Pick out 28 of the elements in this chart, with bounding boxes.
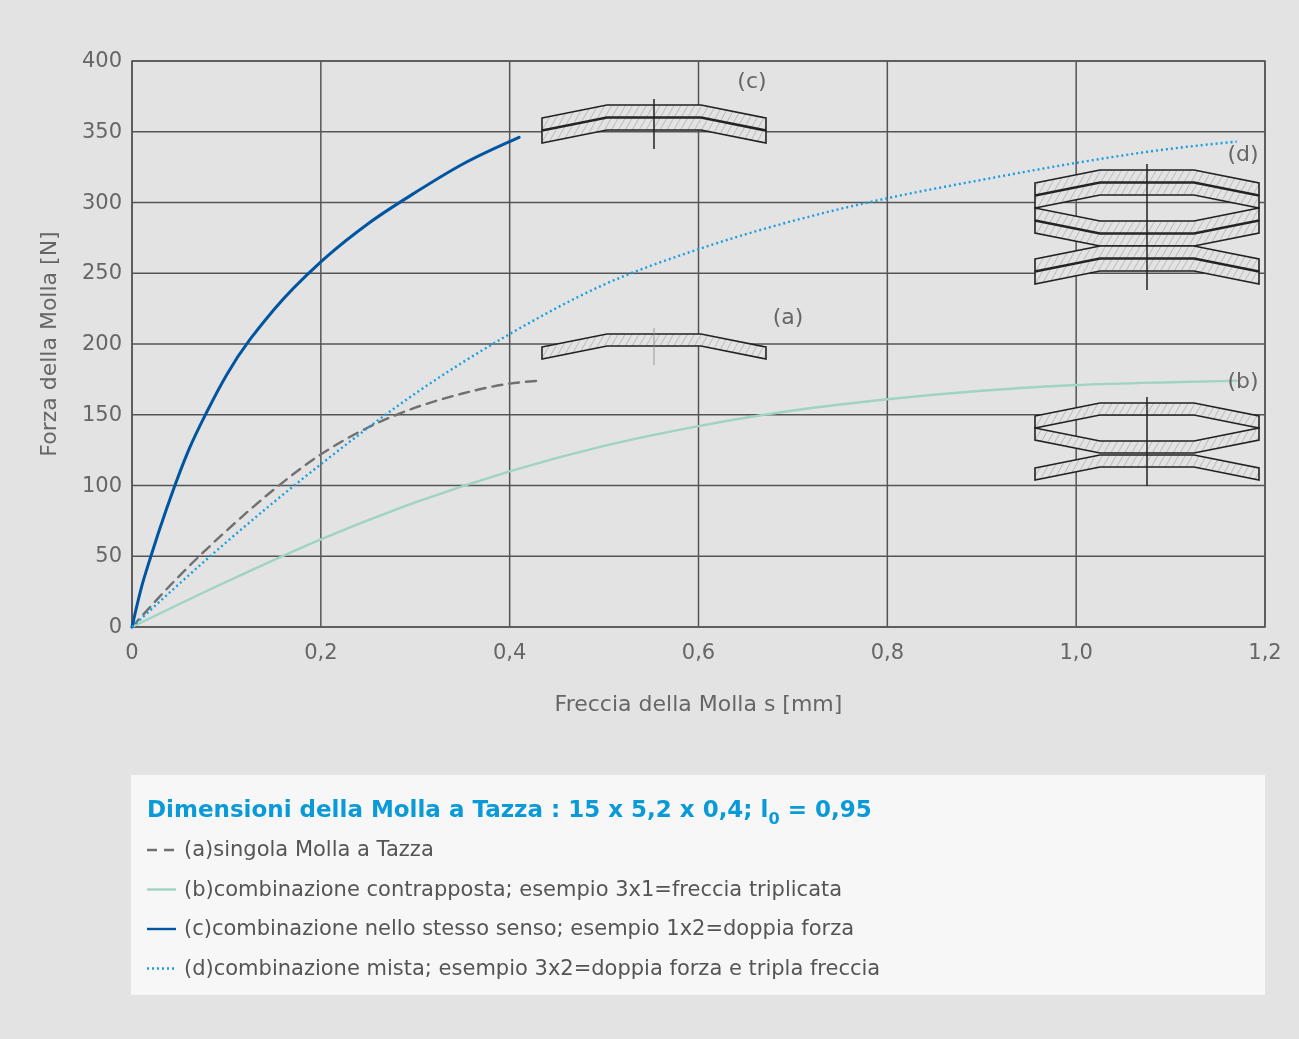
y-axis-title: Forza della Molla [N] (36, 231, 61, 457)
x-tick-label: 0 (125, 640, 139, 664)
annotation: (a) (772, 304, 804, 329)
annotation: (b) (1227, 368, 1259, 393)
y-tick-label: 150 (81, 401, 122, 426)
x-tick-label: 1,2 (1248, 640, 1282, 664)
y-tick-label: 250 (81, 260, 122, 285)
line-series (130, 135, 521, 629)
annotation: (c) (737, 68, 767, 93)
y-tick-label: 400 (81, 48, 122, 72)
y-tick-label: 0 (108, 614, 122, 638)
x-axis-title: Freccia della Molla s [mm] (554, 691, 843, 716)
y-tick-label: 50 (95, 543, 122, 568)
y-tick-label: 350 (81, 118, 122, 143)
annotation: (d) (1227, 141, 1259, 166)
legend-label: (c)combinazione nello stesso senso; esempio 1x2=doppia forza (184, 916, 855, 940)
legend-label: (a)singola Molla a Tazza (184, 837, 434, 861)
x-tick-label: 0,4 (492, 640, 527, 664)
legend-title: Dimensioni della Molla a Tazza : 15 x 5,2 x 0,4; l$_{0}$ = 0,95 (147, 795, 872, 828)
y-tick-label: 300 (81, 189, 122, 214)
y-tick-label: 200 (81, 331, 122, 355)
x-tick-label: 0,8 (870, 640, 905, 664)
legend-label: (d)combinazione mista; esempio 3x2=doppia forza e tripla freccia (184, 955, 881, 980)
x-tick-label: 0,2 (304, 640, 338, 664)
x-tick-label: 1,0 (1059, 640, 1093, 664)
x-tick-label: 0,6 (681, 640, 716, 664)
legend-label: (b)combinazione contrapposta; esempio 3x1=freccia triplicata (184, 876, 843, 901)
y-tick-label: 100 (81, 472, 122, 497)
